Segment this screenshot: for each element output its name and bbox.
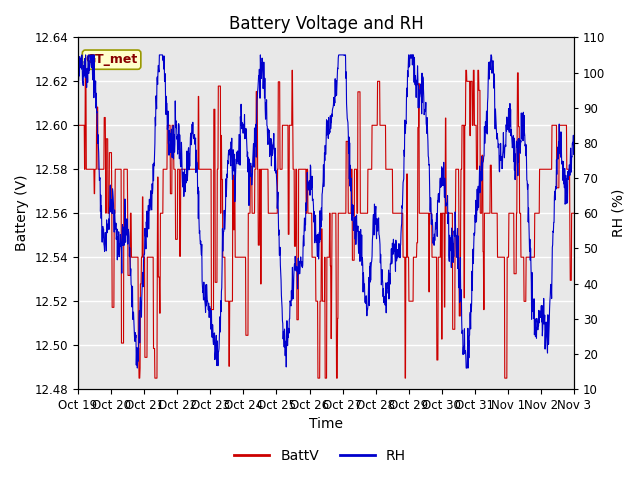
BattV — [512, 271, 520, 276]
RH — [134, 365, 141, 371]
RH — [185, 167, 193, 173]
Line: RH: RH — [78, 55, 574, 368]
RH — [74, 96, 82, 102]
BattV — [288, 67, 296, 73]
BattV — [468, 78, 476, 84]
Line: BattV: BattV — [78, 70, 574, 378]
Y-axis label: Battery (V): Battery (V) — [15, 175, 29, 252]
X-axis label: Time: Time — [309, 418, 343, 432]
RH — [403, 94, 411, 100]
RH — [173, 136, 180, 142]
BattV — [135, 375, 143, 381]
BattV — [173, 237, 180, 242]
Y-axis label: RH (%): RH (%) — [611, 189, 625, 238]
RH — [78, 52, 86, 58]
RH — [468, 268, 476, 274]
BattV — [185, 167, 193, 172]
Legend: BattV, RH: BattV, RH — [229, 443, 411, 468]
RH — [241, 112, 248, 118]
BattV — [403, 171, 411, 177]
RH — [512, 160, 520, 166]
Title: Battery Voltage and RH: Battery Voltage and RH — [228, 15, 424, 33]
BattV — [241, 254, 248, 260]
BattV — [74, 122, 82, 128]
Text: GT_met: GT_met — [86, 53, 138, 66]
RH — [570, 139, 578, 144]
BattV — [570, 210, 578, 216]
